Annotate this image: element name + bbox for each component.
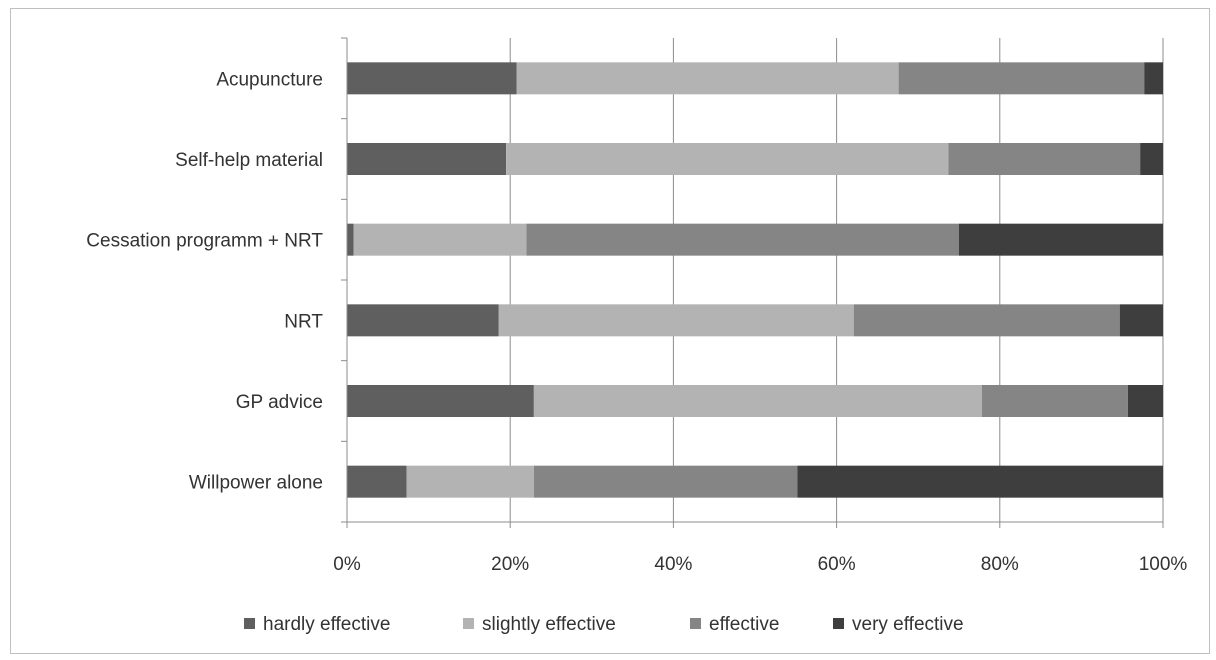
bar-segment	[1140, 143, 1163, 175]
legend-label: slightly effective	[482, 614, 616, 635]
bar-segment	[948, 143, 1141, 175]
bar-segment	[797, 465, 1163, 498]
bar-segment	[347, 62, 517, 95]
category-label: Cessation programm + NRT	[86, 231, 323, 252]
x-tick-label: 40%	[654, 554, 692, 575]
x-tick-labels: 0% 20% 40% 60% 80% 100%	[333, 554, 1187, 575]
category-label: Self-help material	[175, 150, 323, 171]
category-labels: Acupuncture Self-help material Cessation p…	[86, 69, 323, 493]
legend-label: effective	[709, 614, 779, 635]
x-tick-label: 80%	[981, 554, 1019, 575]
bar-segment	[533, 385, 982, 417]
bar-segment	[506, 143, 949, 175]
bar-segment	[898, 62, 1145, 95]
x-tick-label: 20%	[491, 554, 529, 575]
bar-segment	[347, 304, 499, 337]
axes	[341, 37, 1164, 528]
legend-swatch	[463, 618, 474, 629]
bar-segment	[498, 304, 854, 337]
bar-segment	[347, 223, 354, 256]
legend-swatch	[690, 618, 701, 629]
category-label: GP advice	[236, 392, 323, 413]
bar-segment	[959, 223, 1163, 256]
bar-segment	[853, 304, 1120, 337]
bar-segment	[353, 223, 527, 256]
bar-segment	[347, 465, 407, 498]
bar-segment	[981, 385, 1128, 417]
x-tick-label: 60%	[818, 554, 856, 575]
category-label: NRT	[284, 311, 323, 332]
bar-segment	[347, 385, 534, 417]
bars	[347, 62, 1163, 498]
bar-segment	[533, 465, 798, 498]
category-label: Acupuncture	[216, 69, 323, 90]
bar-segment	[347, 143, 507, 175]
legend-label: very effective	[852, 614, 964, 635]
bar-segment	[1127, 385, 1163, 417]
bar-segment	[1144, 62, 1163, 95]
bar-segment	[516, 62, 899, 95]
gridlines	[509, 38, 1164, 522]
legend-label: hardly effective	[263, 614, 390, 635]
legend-swatch	[244, 618, 255, 629]
bar-segment	[1119, 304, 1163, 337]
bar-segment	[406, 465, 534, 498]
x-tick-label: 0%	[333, 554, 361, 575]
legend-swatch	[833, 618, 844, 629]
bar-segment	[526, 223, 959, 256]
legend: hardly effective slightly effective effect…	[244, 614, 964, 635]
category-label: Willpower alone	[189, 473, 323, 494]
x-tick-label: 100%	[1139, 554, 1188, 575]
